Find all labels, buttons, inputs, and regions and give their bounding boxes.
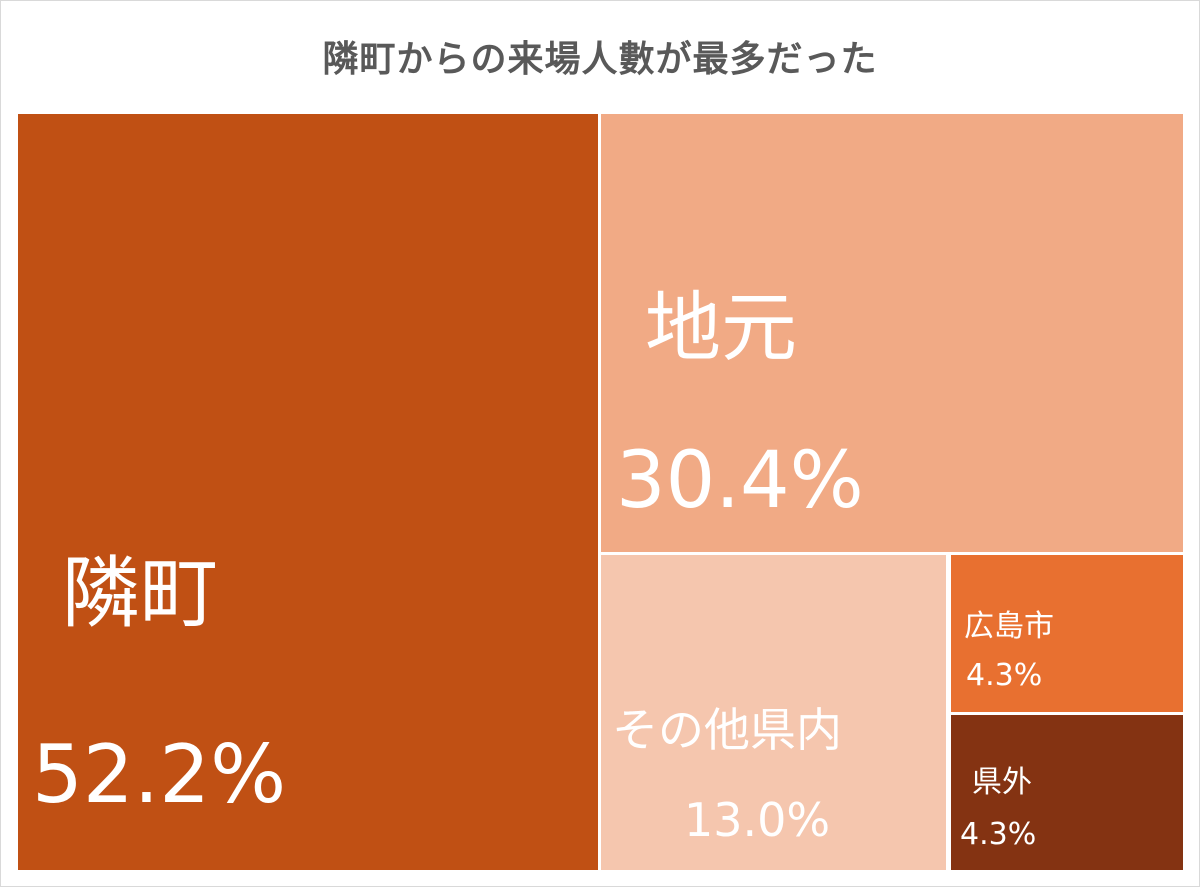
- tile-label: 隣町: [62, 549, 219, 639]
- treemap-tile: [951, 555, 1183, 712]
- tile-value: 30.4%: [616, 436, 864, 526]
- tile-label: 広島市: [964, 609, 1054, 644]
- tile-value: 52.2%: [32, 728, 287, 821]
- tile-label: その他県内: [612, 703, 842, 757]
- tile-value: 4.3%: [966, 658, 1043, 693]
- treemap-tile: [951, 715, 1183, 870]
- treemap-tile: [601, 555, 946, 870]
- tile-label: 地元: [645, 283, 797, 372]
- treemap-tile: [18, 114, 598, 870]
- tile-value: 4.3%: [960, 817, 1037, 852]
- treemap-tile: [601, 114, 1183, 552]
- chart-title: 隣町からの来場人數が最多だった: [322, 39, 878, 80]
- tile-label: 県外: [972, 765, 1032, 800]
- tile-value: 13.0%: [684, 793, 831, 847]
